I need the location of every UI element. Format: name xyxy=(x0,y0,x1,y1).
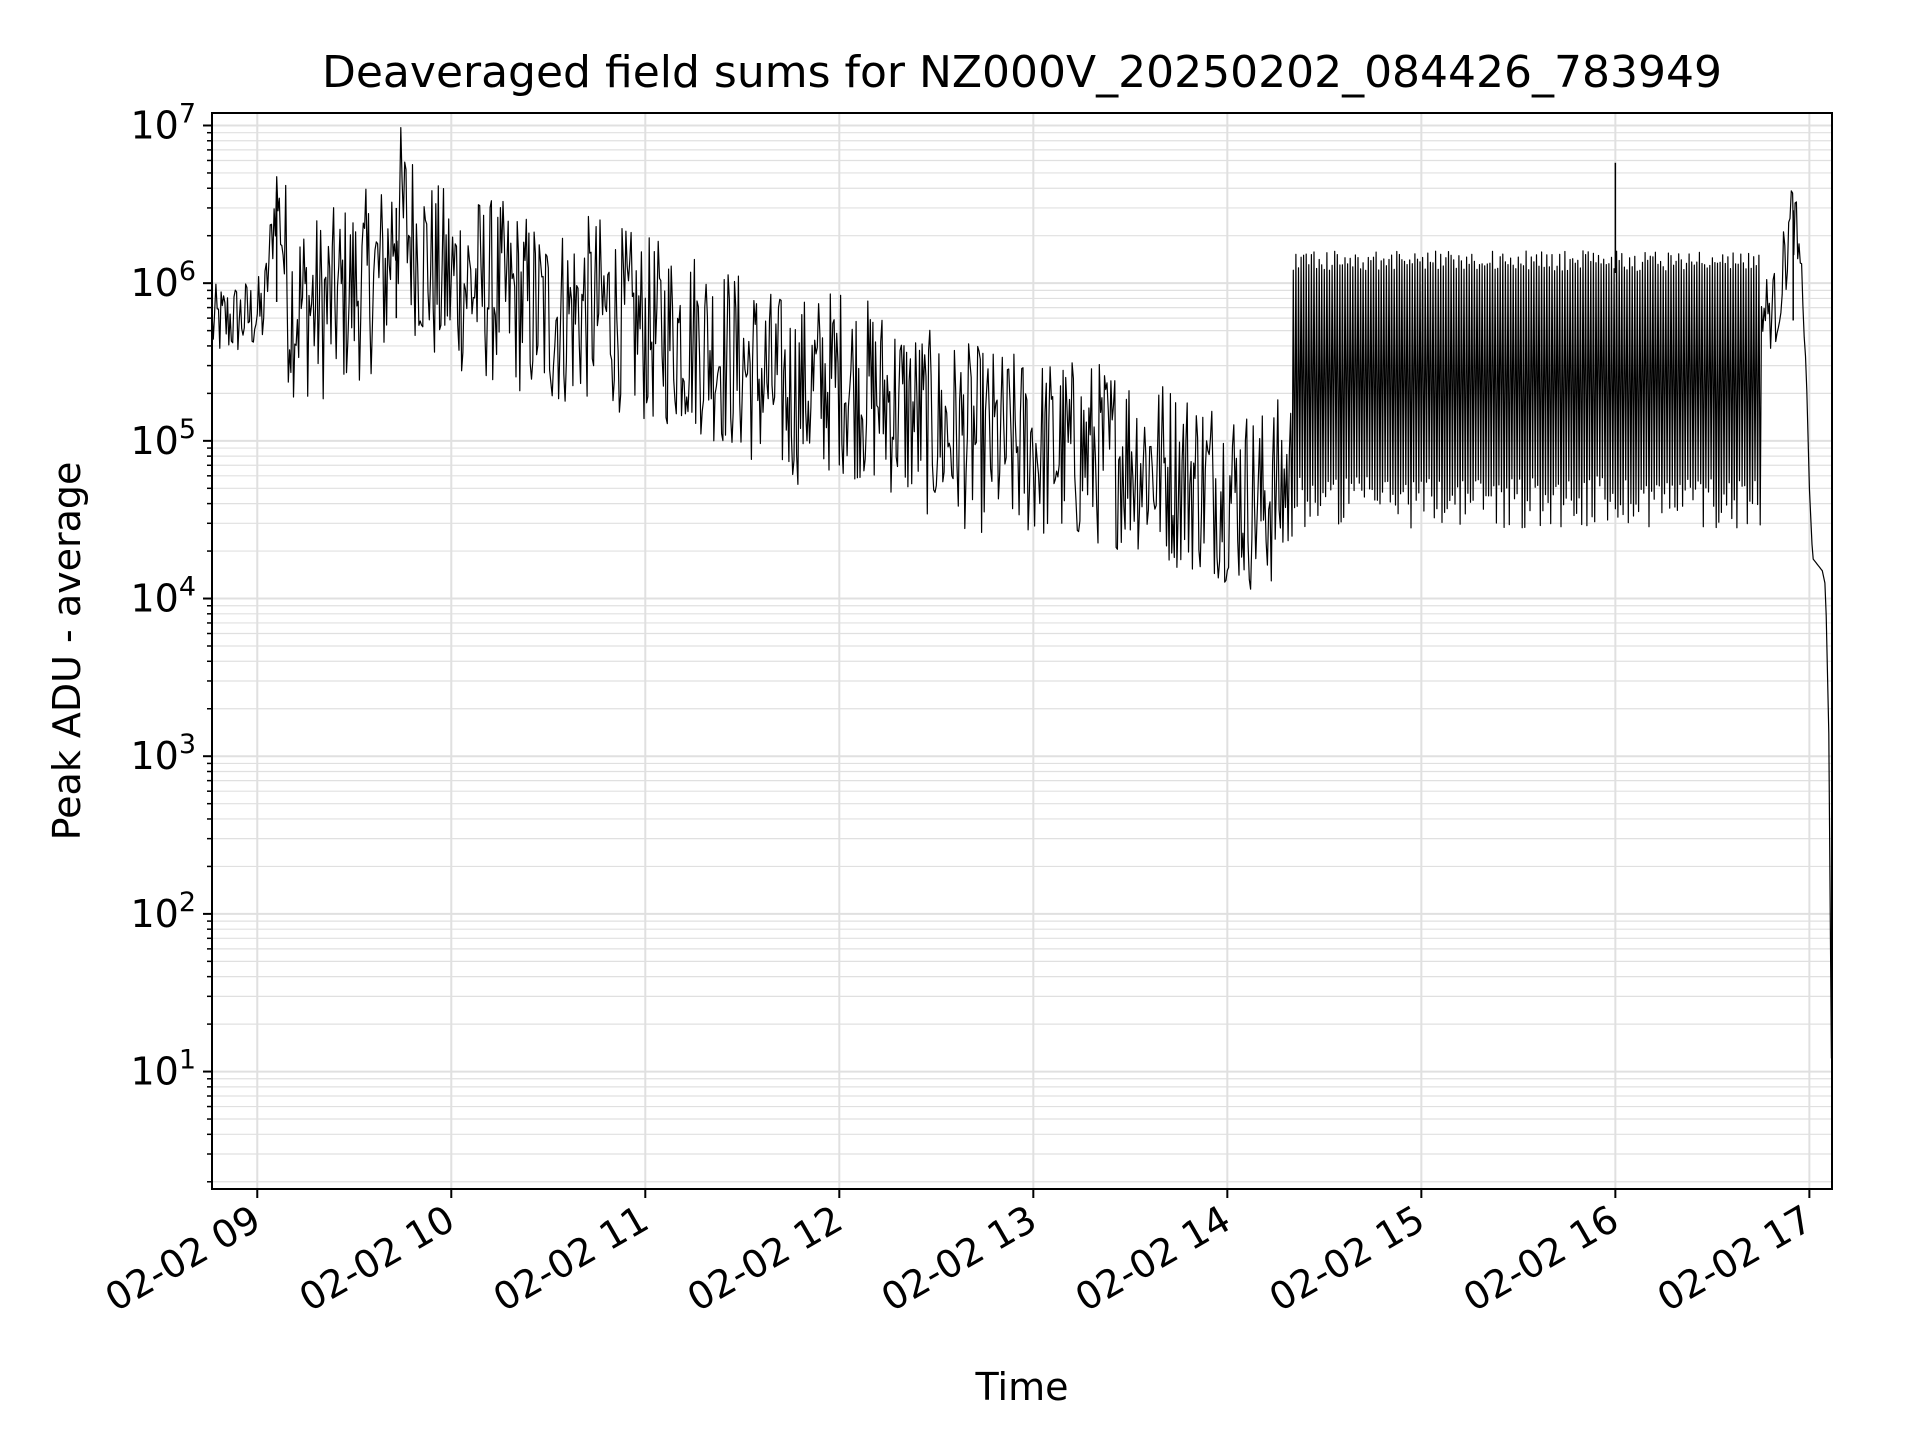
y-axis: 101 102 103 104 105 106 107 xyxy=(130,98,212,1183)
y-tick-label: 101 xyxy=(130,1045,196,1094)
series-layer xyxy=(211,126,1833,1059)
y-tick-label: 105 xyxy=(130,414,196,463)
x-tick-label: 02-02 14 xyxy=(1068,1197,1238,1321)
y-tick-label: 106 xyxy=(130,256,196,305)
plot-frame xyxy=(211,112,1833,1190)
chart-title: Deaveraged field sums for NZ000V_2025020… xyxy=(322,47,1722,98)
x-tick-label: 02-02 12 xyxy=(680,1197,850,1321)
x-tick-label: 02-02 11 xyxy=(486,1197,656,1321)
x-axis-label: Time xyxy=(975,1365,1069,1409)
x-axis: 02-02 09 02-02 10 02-02 11 02-02 12 02-02 13… xyxy=(98,1189,1820,1320)
series-line xyxy=(211,126,1833,1059)
y-tick-label: 102 xyxy=(130,887,196,936)
x-tick-label: 02-02 17 xyxy=(1650,1197,1820,1321)
y-axis-label: Peak ADU - average xyxy=(45,462,89,841)
x-tick-label: 02-02 16 xyxy=(1456,1197,1626,1321)
y-tick-label: 104 xyxy=(130,572,196,621)
y-tick-label: 103 xyxy=(130,729,196,778)
x-tick-label: 02-02 13 xyxy=(874,1197,1044,1321)
x-tick-label: 02-02 10 xyxy=(292,1197,462,1321)
y-tick-label: 107 xyxy=(130,98,196,147)
x-tick-label: 02-02 15 xyxy=(1262,1197,1432,1321)
grid xyxy=(212,113,1832,1189)
x-tick-label: 02-02 09 xyxy=(98,1197,268,1321)
